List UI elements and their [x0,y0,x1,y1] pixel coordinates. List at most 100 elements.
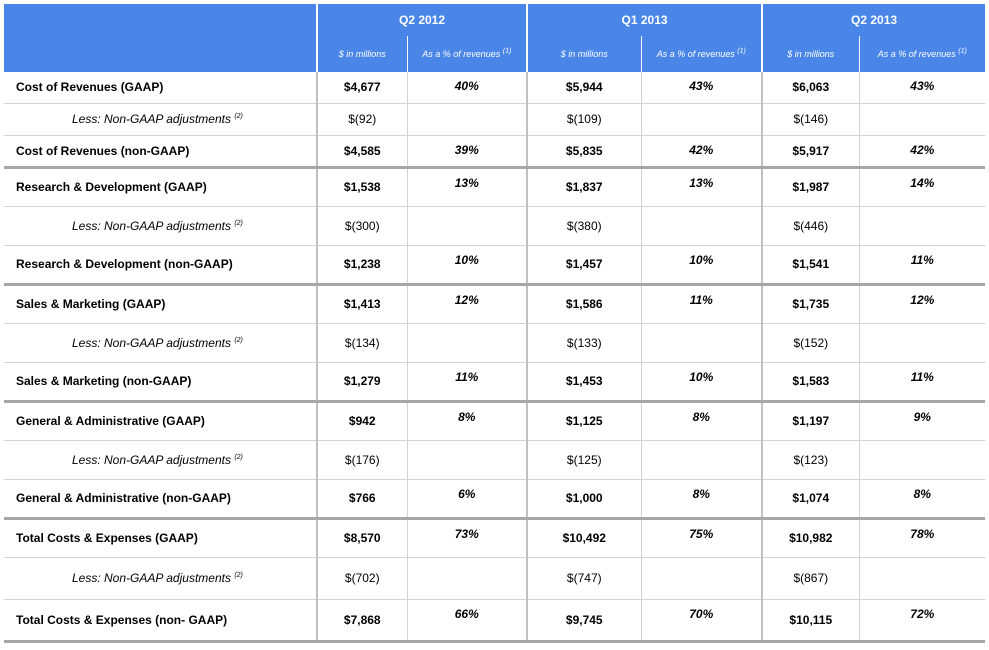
usd-value-cell: $1,987 [761,167,860,207]
table-row: Cost of Revenues (GAAP) $4,677 40% $5,944 43… [4,72,986,104]
row-label: Cost of Revenues (GAAP) [4,72,317,104]
usd-value-cell: $4,677 [316,72,407,104]
table-row: Sales & Marketing (GAAP) $1,413 12% $1,586 1… [4,284,986,324]
table-body: Cost of Revenues (GAAP) $4,677 40% $5,944 43… [4,72,986,643]
subheader-row: $ in millions As a % of revenues (1) $ i… [4,36,986,72]
usd-value-cell: $10,982 [761,518,860,558]
pct-subheader-label: As a % of revenues [656,49,735,59]
usd-value-cell: $(380) [526,206,642,246]
usd-value-cell: $1,538 [316,167,407,207]
period-header: Q2 2013 [761,4,986,36]
footnote-marker: (2) [234,336,243,344]
pct-value-cell [640,103,763,136]
row-label-text: Total Costs & Expenses (GAAP) [16,531,198,545]
table-row: Research & Development (non-GAAP) $1,238 1… [4,245,986,286]
pct-value-cell: 43% [858,72,986,104]
adjustment-row: Less: Non-GAAP adjustments (2) $(176) $(12… [4,440,986,480]
pct-value-cell: 8% [640,401,763,441]
usd-value-cell: $1,197 [761,401,860,441]
pct-value-cell [406,440,528,480]
row-label-text: Cost of Revenues (non-GAAP) [16,143,190,158]
row-label: Less: Non-GAAP adjustments (2) [4,103,317,136]
row-label-text: Less: Non-GAAP adjustments [72,571,231,585]
row-label: Total Costs & Expenses (non- GAAP) [4,599,317,643]
pct-value-cell: 12% [406,284,528,324]
usd-value-cell: $(446) [761,206,860,246]
usd-value-cell: $(92) [316,103,407,136]
usd-value-cell: $1,074 [761,479,860,520]
period-header: Q2 2012 [315,4,528,36]
pct-value-cell: 10% [406,245,528,286]
pct-value-cell: 11% [858,362,986,403]
pct-subheader-label: As a % of revenues [877,49,956,59]
usd-value-cell: $4,585 [316,135,407,169]
pct-subheader-label: As a % of revenues [422,49,501,59]
footnote-marker: (2) [234,572,243,579]
pct-value-cell: 10% [640,245,763,286]
usd-value-cell: $(747) [526,557,642,600]
usd-value-cell: $6,063 [761,72,860,104]
usd-value-cell: $8,570 [316,518,407,558]
row-label: Less: Non-GAAP adjustments (2) [4,323,317,363]
header-corner [4,4,317,72]
pct-value-cell: 8% [640,479,763,520]
row-label-text: General & Administrative (non-GAAP) [16,491,231,505]
pct-value-cell [640,323,763,363]
adjustment-row: Less: Non-GAAP adjustments (2) $(702) $(74… [4,557,986,600]
pct-value-cell: 40% [406,72,528,104]
pct-value-cell: 13% [406,167,528,207]
row-label-text: Less: Non-GAAP adjustments [72,218,231,233]
row-label: General & Administrative (non-GAAP) [4,479,317,520]
usd-value-cell: $(109) [526,103,642,136]
usd-value-cell: $(176) [316,440,407,480]
row-label: Less: Non-GAAP adjustments (2) [4,440,317,480]
usd-value-cell: $1,453 [526,362,642,403]
pct-value-cell: 42% [640,135,763,169]
usd-value-cell: $(133) [526,323,642,363]
pct-value-cell [406,323,528,363]
non-gaap-reconciliation-table: Q2 2012 Q1 2013 Q2 2013 $ in millions As… [4,4,986,643]
pct-value-cell: 42% [858,135,986,169]
table-row: Research & Development (GAAP) $1,538 13% $1… [4,167,986,207]
row-label-text: Research & Development (non-GAAP) [16,257,233,271]
footnote-marker: (2) [234,113,243,120]
usd-value-cell: $942 [316,401,407,441]
row-label-text: Research & Development (GAAP) [16,180,207,194]
table-row: General & Administrative (GAAP) $942 8% $1,… [4,401,986,441]
footnote-marker: (1) [737,48,746,55]
row-label: Research & Development (non-GAAP) [4,245,317,286]
pct-value-cell [858,103,986,136]
row-label: Less: Non-GAAP adjustments (2) [4,206,317,246]
pct-value-cell: 8% [406,401,528,441]
pct-value-cell: 73% [406,518,528,558]
usd-value-cell: $1,413 [316,284,407,324]
footnote-marker: (1) [502,48,512,55]
pct-value-cell [640,206,763,246]
usd-subheader: $ in millions [526,36,642,72]
pct-value-cell: 11% [640,284,763,324]
pct-value-cell: 8% [858,479,986,520]
table-row: Total Costs & Expenses (non- GAAP) $7,868… [4,599,986,643]
pct-value-cell: 78% [858,518,986,558]
usd-value-cell: $(152) [761,323,860,363]
row-label-text: Total Costs & Expenses (non- GAAP) [16,612,228,627]
pct-value-cell [406,206,528,246]
row-label: Total Costs & Expenses (GAAP) [4,518,317,558]
usd-value-cell: $10,492 [526,518,642,558]
adjustment-row: Less: Non-GAAP adjustments (2) $(300) $(38… [4,206,986,246]
row-label-text: Sales & Marketing (non-GAAP) [16,374,192,388]
usd-value-cell: $1,125 [526,401,642,441]
usd-value-cell: $(300) [316,206,407,246]
usd-value-cell: $10,115 [761,599,860,643]
row-label: General & Administrative (GAAP) [4,401,317,441]
row-label: Sales & Marketing (GAAP) [4,284,317,324]
row-label-text: General & Administrative (GAAP) [16,414,205,428]
pct-value-cell [640,440,763,480]
row-label: Cost of Revenues (non-GAAP) [4,135,317,169]
row-label: Research & Development (GAAP) [4,167,317,207]
pct-value-cell: 10% [640,362,763,403]
row-label-text: Less: Non-GAAP adjustments [72,335,231,350]
usd-value-cell: $7,868 [316,599,407,643]
usd-value-cell: $1,541 [761,245,860,286]
row-label-text: Less: Non-GAAP adjustments [72,452,231,467]
